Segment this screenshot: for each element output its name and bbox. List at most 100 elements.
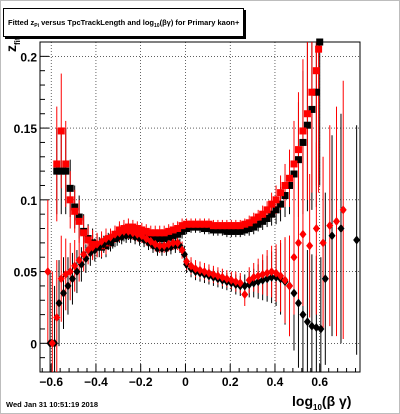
data-point	[319, 238, 327, 248]
x-axis-label: log10(β γ)	[292, 393, 352, 412]
data-point	[183, 225, 191, 233]
data-point	[294, 298, 302, 308]
data-point	[57, 274, 65, 284]
data-point	[71, 261, 79, 271]
data-point	[55, 298, 63, 308]
data-point	[75, 213, 83, 221]
data-point	[254, 220, 262, 228]
axis-ticks: −0.6 −0.4 −0.2 0 0.2 0.4 0.6 0 0.05 0.1 0.15 0.2	[14, 50, 357, 389]
y-tick-label: 0.2	[20, 50, 37, 64]
data-point	[245, 225, 253, 233]
y-tick-label: 0.15	[14, 122, 38, 136]
data-point	[169, 238, 177, 248]
data-point	[339, 205, 347, 215]
data-point	[286, 181, 294, 189]
data-point	[290, 288, 298, 298]
data-point	[263, 206, 271, 214]
data-point	[68, 274, 76, 284]
data-point	[84, 236, 92, 244]
data-point	[169, 232, 177, 240]
data-point	[312, 88, 320, 96]
data-point	[214, 226, 222, 234]
data-point	[64, 281, 72, 291]
data-point	[218, 226, 226, 234]
data-point	[241, 220, 249, 228]
chart-title: Fitted zPi versus TpcTrackLength and log…	[3, 8, 245, 37]
data-point	[71, 207, 79, 215]
data-point	[259, 217, 267, 225]
data-point	[299, 138, 307, 146]
data-point	[200, 225, 208, 233]
data-point	[62, 160, 70, 168]
data-point	[263, 214, 271, 222]
data-point	[156, 241, 164, 251]
data-point	[174, 225, 182, 233]
data-point	[59, 288, 67, 298]
data-point	[120, 226, 128, 236]
plot-frame	[39, 41, 361, 373]
data-point	[80, 229, 88, 237]
data-point	[250, 216, 258, 224]
data-point	[169, 226, 177, 234]
data-point	[75, 217, 83, 225]
data-point	[353, 235, 361, 245]
data-point	[82, 254, 90, 264]
x-tick-label: −0.6	[39, 375, 63, 389]
data-point	[290, 160, 298, 168]
data-point	[66, 196, 74, 204]
data-point	[286, 281, 294, 291]
y-tick-label: 0	[30, 337, 37, 351]
data-point	[66, 184, 74, 192]
data-point	[268, 272, 276, 282]
data-point	[277, 189, 285, 197]
x-tick-label: 0.6	[311, 375, 328, 389]
data-point	[53, 312, 61, 322]
data-point	[57, 127, 65, 135]
data-point	[294, 238, 302, 248]
data-point	[62, 167, 70, 175]
data-point	[290, 252, 298, 262]
data-point	[268, 200, 276, 208]
data-point	[303, 110, 311, 118]
data-point	[223, 227, 231, 235]
data-point	[183, 220, 191, 228]
data-point	[80, 249, 88, 259]
data-point	[281, 192, 289, 200]
data-point	[178, 227, 186, 235]
data-point	[75, 255, 83, 265]
data-point	[259, 210, 267, 218]
y-tick-label: 0.1	[20, 194, 37, 208]
data-point	[142, 227, 150, 235]
data-point	[299, 310, 307, 320]
y-tick-label: 0.05	[14, 266, 38, 280]
data-point	[303, 317, 311, 327]
data-point	[236, 222, 244, 230]
data-point	[250, 223, 258, 231]
data-point	[236, 278, 244, 288]
data-point	[53, 167, 61, 175]
data-point	[326, 221, 334, 231]
x-tick-label: −0.4	[84, 375, 108, 389]
x-tick-label: 0.2	[222, 375, 239, 389]
x-tick-label: 0	[182, 375, 189, 389]
data-point	[232, 222, 240, 230]
data-point	[308, 105, 316, 113]
data-point	[315, 45, 323, 53]
data-point	[272, 206, 280, 214]
data-point	[205, 220, 213, 228]
data-point	[165, 233, 173, 241]
data-point	[147, 229, 155, 237]
data-point	[53, 160, 61, 168]
timestamp-footer: Wed Jan 31 10:51:19 2018	[6, 400, 99, 409]
data-point	[200, 220, 208, 228]
data-point	[66, 267, 74, 277]
data-point	[281, 181, 289, 189]
data-point	[316, 38, 324, 46]
data-point	[286, 174, 294, 182]
data-point	[151, 229, 159, 237]
data-point	[312, 67, 320, 75]
data-point	[308, 88, 316, 96]
x-tick-label: −0.2	[129, 375, 153, 389]
data-point	[245, 219, 253, 227]
